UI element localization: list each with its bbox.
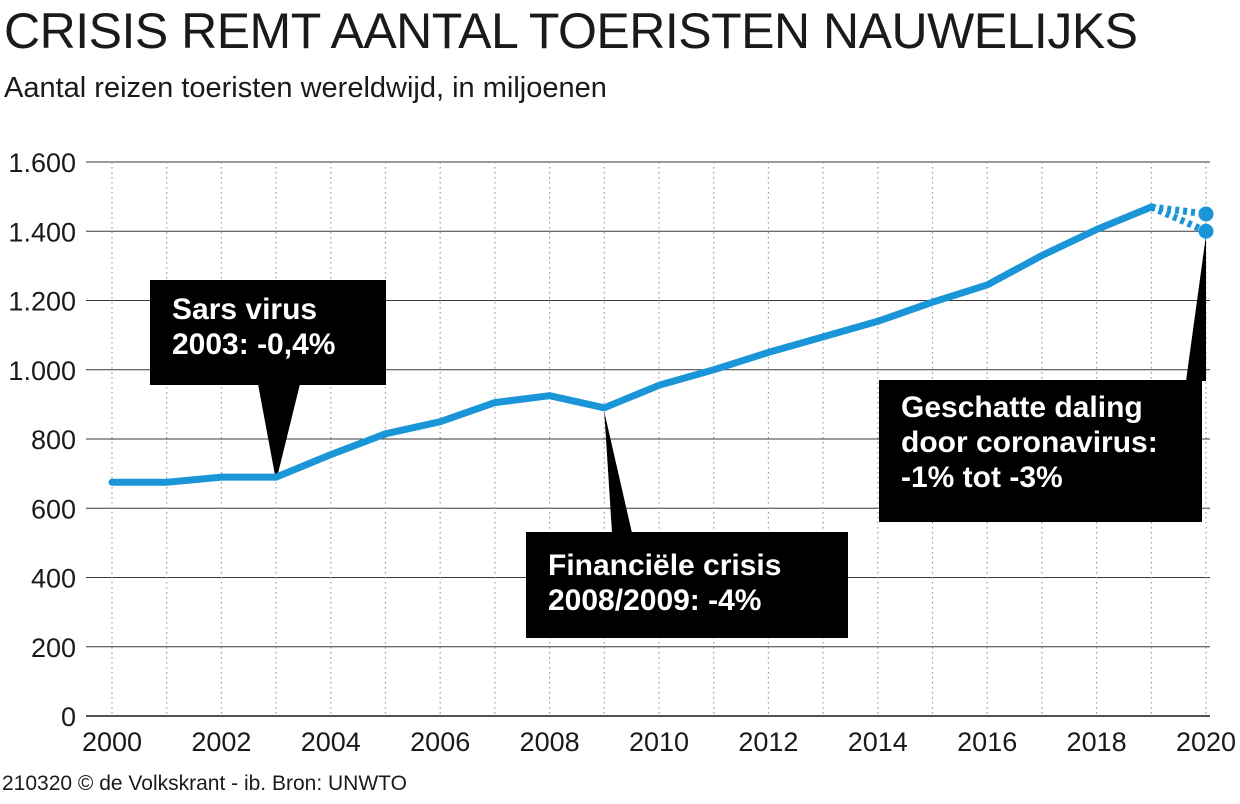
- pointer-financial: [604, 411, 632, 533]
- x-tick-label-2016: 2016: [957, 727, 1017, 757]
- callout-financial-line-1: Financiële crisis: [548, 549, 782, 582]
- callout-sars-virus: Sars virus 2003: -0,4%: [150, 280, 386, 385]
- y-tick-label-1200: 1.200: [8, 287, 76, 317]
- x-tick-label-2012: 2012: [738, 727, 798, 757]
- x-tick-label-2000: 2000: [82, 727, 142, 757]
- y-tick-label-600: 600: [31, 494, 76, 524]
- series-group: [108, 203, 1214, 486]
- callout-sars-line-2: 2003: -0,4%: [172, 328, 336, 361]
- x-tick-label-2004: 2004: [301, 727, 361, 757]
- y-axis-tick-labels: 0 200 400 600 800 1.000 1.200 1.400 1.600: [8, 148, 76, 732]
- y-tick-label-0: 0: [61, 702, 76, 732]
- y-tick-label-200: 200: [31, 633, 76, 663]
- series-line-tourists: [108, 203, 1155, 486]
- y-tick-label-1600: 1.600: [8, 148, 76, 178]
- callout-sars-line-1: Sars virus: [172, 293, 318, 326]
- y-tick-label-1400: 1.400: [8, 217, 76, 247]
- callout-corona-line-2: door coronavirus:: [901, 426, 1158, 459]
- y-tick-label-400: 400: [31, 564, 76, 594]
- x-tick-label-2018: 2018: [1067, 727, 1127, 757]
- estimate-point-2: [1198, 223, 1214, 239]
- estimate-point-1: [1198, 206, 1214, 222]
- callout-pointers: [258, 235, 1206, 533]
- x-tick-label-2010: 2010: [629, 727, 689, 757]
- x-tick-label-2014: 2014: [848, 727, 908, 757]
- callout-financial-crisis: Financiële crisis 2008/2009: -4%: [526, 532, 848, 638]
- pointer-sars: [258, 384, 300, 482]
- y-tick-label-1000: 1.000: [8, 356, 76, 386]
- x-axis-tick-labels: 2000 2002 2004 2006 2008 2010 2012 2014 2016 2018…: [82, 727, 1236, 757]
- estimate-line-2: [1149, 203, 1208, 235]
- callout-coronavirus: Geschatte daling door coronavirus: -1% t…: [879, 380, 1202, 522]
- y-tick-label-800: 800: [31, 425, 76, 455]
- chart-title: CRISIS REMT AANTAL TOERISTEN NAUWELIJKS: [4, 3, 1138, 59]
- callout-corona-line-1: Geschatte daling: [901, 391, 1143, 424]
- chart-subtitle: Aantal reizen toeristen wereldwijd, in m…: [4, 72, 607, 104]
- x-tick-label-2020: 2020: [1176, 727, 1236, 757]
- callout-financial-line-2: 2008/2009: -4%: [548, 584, 762, 617]
- x-tick-label-2006: 2006: [410, 727, 470, 757]
- x-tick-label-2008: 2008: [520, 727, 580, 757]
- pointer-corona: [1186, 235, 1206, 381]
- x-tick-label-2002: 2002: [191, 727, 251, 757]
- source-credit: 210320 © de Volkskrant - ib. Bron: UNWTO: [2, 772, 407, 795]
- callout-corona-line-3: -1% tot -3%: [901, 461, 1063, 494]
